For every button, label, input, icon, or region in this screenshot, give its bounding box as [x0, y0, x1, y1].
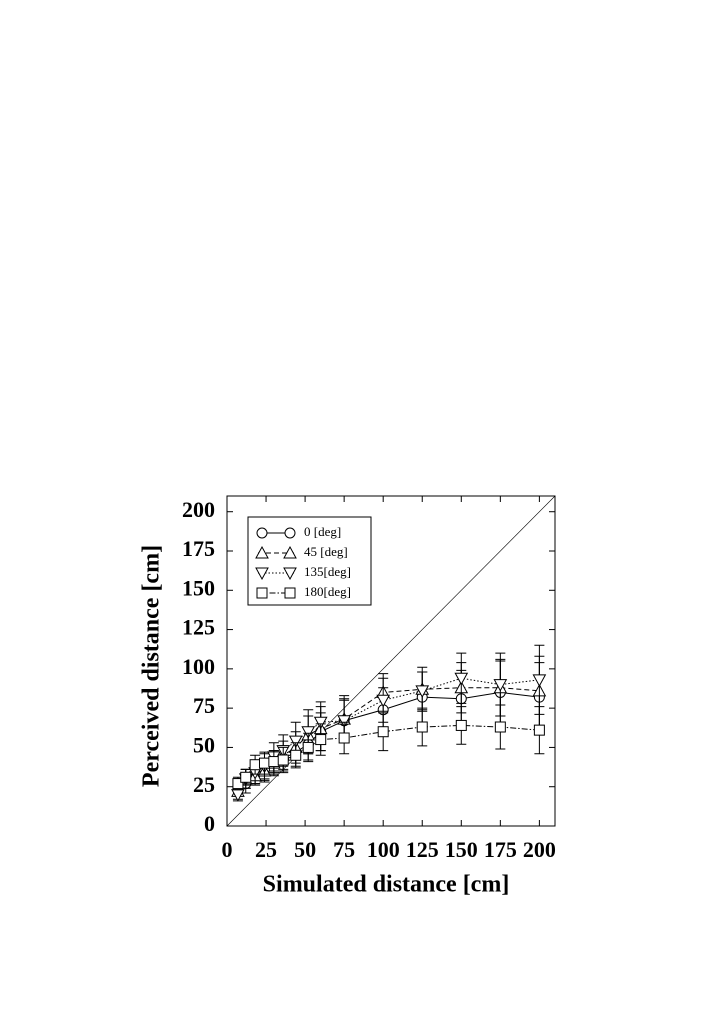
y-tick-label: 100: [182, 654, 215, 679]
y-tick-label: 175: [182, 536, 215, 561]
legend-label: 180[deg]: [304, 584, 351, 599]
marker: [283, 567, 297, 581]
y-tick-label: 50: [193, 732, 215, 757]
legend-label: 45 [deg]: [304, 544, 348, 559]
x-tick-label: 25: [255, 837, 277, 862]
marker: [284, 587, 296, 599]
x-tick-label: 200: [523, 837, 556, 862]
marker: [416, 721, 428, 733]
x-tick-label: 125: [406, 837, 439, 862]
marker: [338, 732, 350, 744]
y-tick-label: 200: [182, 497, 215, 522]
legend-box: [247, 516, 372, 606]
marker: [376, 694, 391, 708]
marker: [268, 756, 280, 768]
x-tick-label: 175: [484, 837, 517, 862]
legend-label: 135[deg]: [304, 564, 351, 579]
marker: [277, 754, 289, 766]
marker: [258, 757, 270, 769]
y-tick-label: 0: [204, 811, 215, 836]
marker: [284, 527, 296, 539]
marker: [313, 716, 328, 730]
marker: [283, 545, 297, 559]
y-tick-label: 125: [182, 615, 215, 640]
marker: [454, 672, 469, 686]
marker: [255, 567, 269, 581]
marker: [493, 679, 508, 692]
marker: [455, 719, 467, 731]
marker: [256, 527, 268, 539]
marker: [256, 587, 268, 599]
x-tick-label: 75: [333, 837, 355, 862]
marker: [232, 778, 244, 790]
legend-label: 0 [deg]: [304, 524, 341, 539]
marker: [288, 735, 303, 749]
x-tick-label: 150: [445, 837, 478, 862]
marker: [494, 721, 506, 733]
marker: [301, 726, 316, 739]
marker: [302, 741, 314, 753]
y-tick-label: 25: [193, 772, 215, 797]
marker: [255, 545, 269, 559]
marker: [533, 724, 545, 736]
marker: [290, 749, 302, 761]
marker: [532, 674, 547, 687]
marker: [415, 685, 430, 698]
x-tick-label: 100: [367, 837, 400, 862]
marker: [249, 759, 261, 771]
x-axis-title: Simulated distance [cm]: [263, 872, 510, 898]
y-tick-label: 150: [182, 575, 215, 600]
y-axis-title: Perceived distance [cm]: [139, 545, 165, 787]
marker: [240, 771, 252, 783]
plot-frame: [226, 495, 556, 827]
x-tick-label: 0: [222, 837, 233, 862]
marker: [315, 734, 327, 746]
marker: [337, 715, 351, 728]
marker: [377, 726, 389, 738]
x-tick-label: 50: [294, 837, 316, 862]
y-tick-label: 75: [193, 693, 215, 718]
